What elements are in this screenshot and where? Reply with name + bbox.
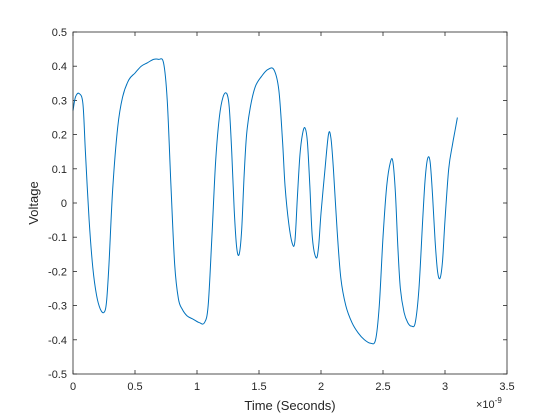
x-exponent-power: -9: [495, 396, 503, 405]
series-line-voltage: [72, 58, 458, 345]
y-tick-label: 0.2: [52, 130, 67, 142]
x-tick-label: 0: [70, 381, 76, 393]
y-tick-label: -0.4: [48, 335, 67, 347]
x-tick-label: 3: [442, 381, 448, 393]
labels-layer: 0 0.5 1 1.5 2 2.5 3 3.5 -0.5 -0.4 -0.3 -0.2 -0.1 0 0.1…: [48, 27, 515, 393]
y-tick-label: 0.5: [52, 27, 67, 39]
x-tick-label: 0.5: [127, 381, 142, 393]
x-tick-label: 3.5: [499, 381, 514, 393]
axes-box: [72, 31, 508, 375]
y-tick-label: 0: [61, 198, 67, 210]
y-tick-label: -0.2: [48, 266, 67, 278]
y-axis-label: Voltage: [26, 181, 41, 224]
x-exponent-base: ×10: [476, 399, 495, 411]
x-exponent-label: ×10-9: [476, 396, 502, 411]
y-tick-label: 0.1: [52, 164, 67, 176]
x-tick-label: 2.5: [375, 381, 390, 393]
x-tick-label: 1: [194, 381, 200, 393]
y-tick-label: -0.5: [48, 369, 67, 381]
y-tick-label: 0.4: [52, 61, 67, 73]
x-axis-label: Time (Seconds): [244, 398, 335, 413]
y-tick-label: -0.3: [48, 301, 67, 313]
y-tick-label: 0.3: [52, 95, 67, 107]
x-tick-label: 2: [318, 381, 324, 393]
plot-area: [73, 32, 507, 374]
y-tick-label: -0.1: [48, 232, 67, 244]
x-tick-label: 1.5: [251, 381, 266, 393]
